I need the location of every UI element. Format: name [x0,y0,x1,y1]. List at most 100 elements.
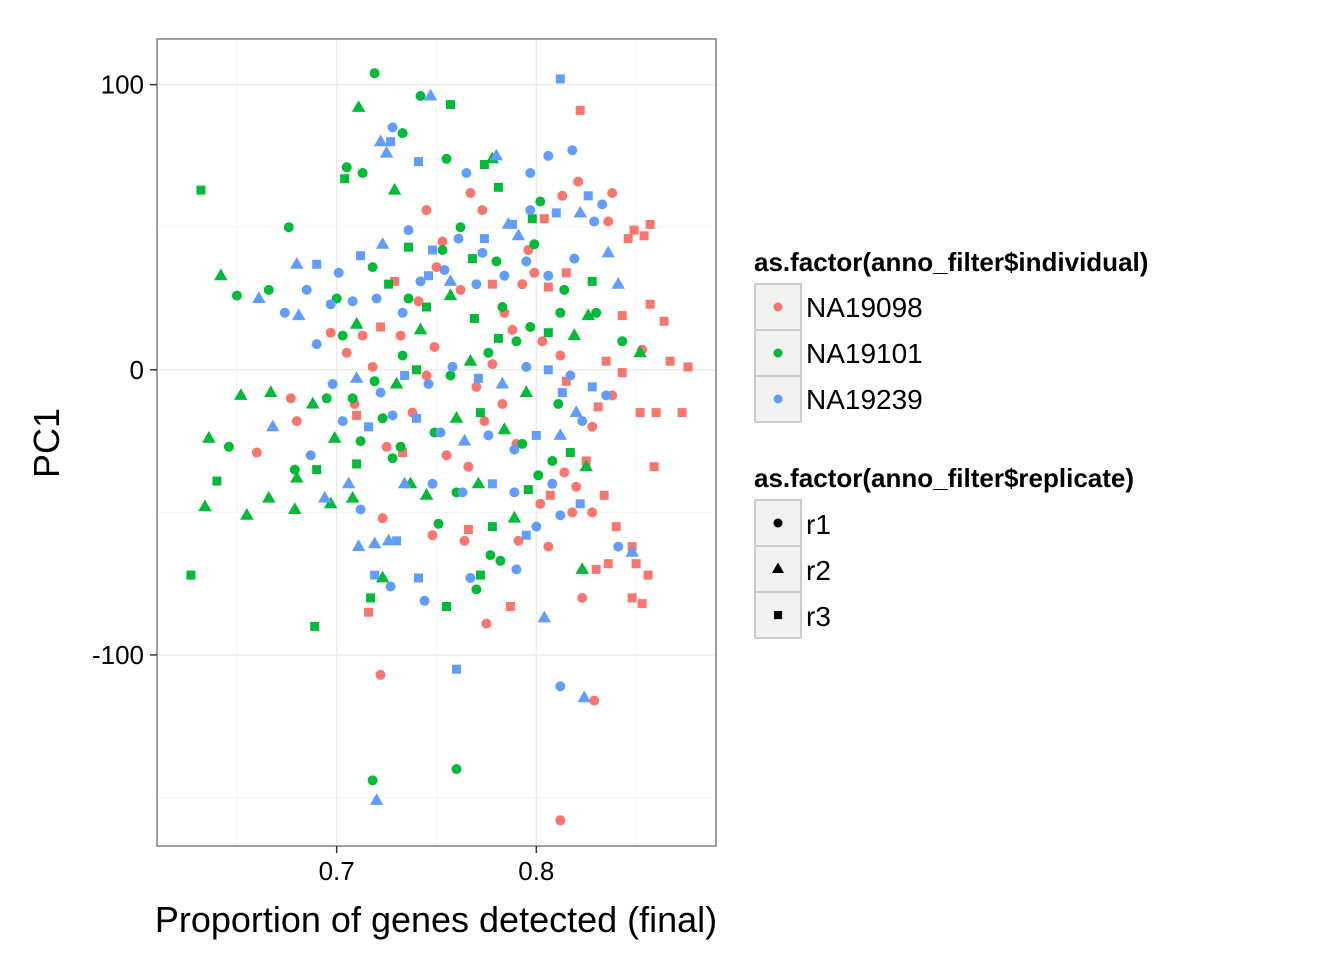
point-na19101-circle [395,441,406,452]
point-na19239-circle [423,379,434,389]
point-na19239-square [452,664,461,674]
point-na19239-circle [509,487,520,498]
point-na19239-triangle [318,490,332,503]
point-na19101-square [422,302,431,312]
point-na19239-circle [337,416,348,427]
point-na19101-square [312,465,322,475]
point-na19239-square [424,271,433,281]
point-na19098-circle [421,205,432,216]
point-na19101-circle [357,168,368,178]
point-na19098-circle [487,359,498,370]
point-na19239-circle [509,444,520,455]
point-na19098-circle [571,481,582,492]
point-na19101-square [442,602,451,611]
point-na19239-triangle [351,539,366,552]
legend-marker-na19101 [773,348,783,358]
point-na19098-square [599,490,609,500]
point-na19239-square [479,234,489,244]
point-na19239-triangle [252,291,266,303]
point-na19098-circle [555,350,566,361]
point-na19098-square [561,268,571,278]
legend-individual-keys [754,283,802,423]
y-tick-label: 0 [130,355,144,385]
point-na19101-square [310,621,320,631]
point-na19101-circle [377,413,388,424]
point-na19098-circle [479,416,490,427]
point-na19239-circle [305,450,316,461]
point-na19101-square [196,185,206,195]
point-na19101-triangle [497,422,512,435]
point-na19101-triangle [345,490,360,503]
point-na19239-circle [543,270,554,281]
point-na19098-square [463,525,473,534]
point-na19098-circle [285,393,296,404]
point-na19239-triangle [367,536,382,549]
point-na19101-circle [337,330,348,341]
x-tick-label: 0.7 [319,856,355,886]
point-na19098-square [617,368,627,378]
point-na19239-circle [301,284,312,295]
point-na19101-circle [263,284,274,295]
point-na19101-circle [445,370,456,381]
point-na19239-square [487,479,497,489]
point-na19239-square [531,430,541,440]
point-na19098-circle [341,347,352,358]
x-tick-label: 0.8 [518,856,554,886]
point-na19101-square [446,100,455,110]
point-na19101-circle [535,196,546,207]
point-na19098-circle [507,324,518,335]
point-na19239-circle [525,205,536,216]
point-na19239-square [521,530,531,540]
point-na19239-circle [521,361,532,372]
point-na19101-square [469,314,479,323]
point-na19098-circle [587,507,598,518]
point-na19098-square [545,490,555,500]
point-na19098-circle [375,669,386,680]
legend-replicate-title: as.factor(anno_filter$replicate) [754,463,1134,493]
point-na19239-circle [457,487,468,498]
point-na19101-triangle [419,488,434,500]
point-na19098-circle [441,450,452,461]
point-na19098-square [651,408,661,418]
point-na19239-square [543,365,553,375]
point-na19239-circle [477,247,488,258]
point-na19239-triangle [553,428,567,440]
point-na19098-circle [421,370,432,381]
point-na19098-square [575,105,585,115]
point-na19239-circle [525,168,536,178]
point-na19101-triangle [387,182,402,195]
point-na19098-circle [497,399,508,409]
point-na19239-circle [499,270,510,281]
point-na19101-circle [525,322,536,332]
point-na19098-square [376,322,386,332]
legend-label-na19101: NA19101 [806,338,923,369]
point-na19239-triangle [341,476,356,489]
point-na19098-square [677,408,687,418]
point-na19098-square [683,362,693,372]
point-na19101-triangle [581,308,595,321]
legend-marker-r3 [774,611,783,620]
point-na19101-circle [231,290,242,301]
point-na19101-circle [483,347,494,358]
point-na19239-circle [427,478,438,489]
point-na19239-circle [279,307,290,318]
point-na19239-circle [569,253,580,264]
point-na19101-circle [451,764,462,774]
point-na19101-triangle [375,570,390,583]
point-na19239-triangle [266,419,280,432]
point-na19101-square [340,174,350,184]
point-na19239-circle [375,387,386,398]
point-na19098-circle [517,279,528,290]
point-na19098-square [398,448,408,457]
point-na19098-circle [381,441,392,452]
point-na19101-triangle [240,508,254,520]
point-na19098-square [645,219,655,229]
point-na19101-circle [555,307,566,318]
point-na19098-square [561,376,571,386]
legend-marker-r2 [771,562,785,573]
point-na19239-triangle [601,245,615,258]
point-na19239-triangle [443,274,458,286]
point-na19101-circle [367,262,378,273]
point-na19239-circle [531,521,542,532]
point-na19239-circle [461,168,472,178]
